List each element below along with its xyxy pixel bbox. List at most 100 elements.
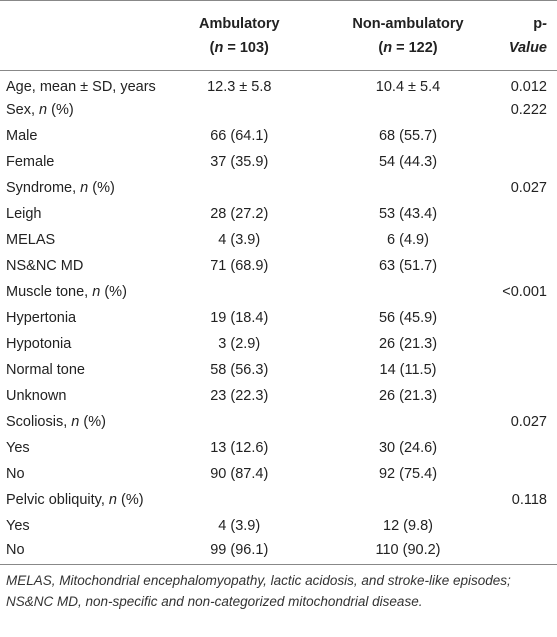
text: (%) xyxy=(88,179,115,196)
header-cell: Non-ambulatory (n = 122) xyxy=(313,0,503,71)
table-cell: No xyxy=(0,538,165,565)
table-row: Unknown 23 (22.3) 26 (21.3) xyxy=(0,383,557,409)
table-cell: Male xyxy=(0,123,165,149)
table-row: Yes 4 (3.9) 12 (9.8) xyxy=(0,513,557,539)
italic-text: n xyxy=(214,39,224,56)
table-cell: 0.222 xyxy=(510,101,547,118)
table-cell xyxy=(314,487,502,513)
table-cell: 37 (35.9) xyxy=(210,153,269,170)
table-cell: Unknown xyxy=(0,383,165,409)
table-row: Yes 13 (12.6) 30 (24.6) xyxy=(0,435,557,461)
table-cell xyxy=(502,331,557,357)
table-cell: Normal tone xyxy=(0,357,165,383)
italic-text: n xyxy=(71,413,80,430)
table-cell: Syndrome, n (%) xyxy=(0,175,165,201)
table-cell: 53 (43.4) xyxy=(378,205,438,222)
table-row: Hypotonia 3 (2.9) 26 (21.3) xyxy=(0,331,557,357)
table-cell: 12.3 ± 5.8 xyxy=(207,78,272,95)
text: Hypertonia xyxy=(6,309,77,326)
text: No xyxy=(6,465,25,482)
text: Male xyxy=(6,127,38,144)
header-title: p-Value xyxy=(502,12,547,60)
italic-text: n xyxy=(108,491,117,508)
table-cell: 0.027 xyxy=(510,413,547,430)
table-cell: 12 (9.8) xyxy=(383,517,433,534)
table-cell: Hypotonia xyxy=(0,331,165,357)
table-cell: 63 (51.7) xyxy=(378,257,438,274)
table-cell xyxy=(165,409,314,435)
text: Yes xyxy=(6,517,30,534)
table-cell: 0.118 xyxy=(511,491,547,508)
header-cell: p-Value xyxy=(502,0,557,71)
table-cell: 19 (18.4) xyxy=(210,309,269,326)
header-row: Ambulatory (n = 103) Non-ambulatory (n = 12… xyxy=(0,0,557,71)
table-cell: MELAS xyxy=(0,227,165,253)
table-cell: Yes xyxy=(0,513,165,539)
table-cell: Sex, n (%) xyxy=(0,97,165,123)
table-row: Female 37 (35.9) 54 (44.3) xyxy=(0,149,557,175)
footnote: MELAS, Mitochondrial encephalomyopathy, … xyxy=(6,573,511,609)
table-cell: 99 (96.1) xyxy=(164,538,314,565)
table-cell: Female xyxy=(0,149,165,175)
table-cell: 56 (45.9) xyxy=(378,309,438,326)
table-cell xyxy=(314,97,502,123)
table-cell xyxy=(502,357,557,383)
text: Sex, xyxy=(6,101,40,118)
text: ( xyxy=(209,39,215,56)
table-cell xyxy=(314,175,502,201)
text: = 122) xyxy=(392,39,438,56)
table-cell: 4 (3.9) xyxy=(218,231,261,248)
table-cell: 58 (56.3) xyxy=(210,361,269,378)
table-cell xyxy=(165,487,314,513)
table-row: Scoliosis, n (%) 0.027 xyxy=(0,409,557,435)
text: MELAS xyxy=(6,231,56,248)
table-cell: 4 (3.9) xyxy=(218,517,261,534)
table-cell: 66 (64.1) xyxy=(210,127,269,144)
text: (%) xyxy=(116,491,144,508)
table-cell xyxy=(502,538,557,565)
italic-text: n xyxy=(383,39,393,56)
table-cell: Leigh xyxy=(0,201,165,227)
table-cell: 3 (2.9) xyxy=(218,335,261,352)
table-cell xyxy=(165,175,314,201)
table-cell: Age, mean ± SD, years xyxy=(0,71,165,97)
table-cell: Hypertonia xyxy=(0,305,165,331)
table-cell xyxy=(502,461,557,487)
table-cell: 54 (44.3) xyxy=(378,153,438,170)
table-cell xyxy=(165,97,314,123)
header-cell: Ambulatory (n = 103) xyxy=(164,0,314,71)
header-subtitle: (n = 122) xyxy=(314,36,502,60)
table-row: NS&NC MD 71 (68.9) 63 (51.7) xyxy=(0,253,557,279)
table-row: Syndrome, n (%) 0.027 xyxy=(0,175,557,201)
table-cell: 71 (68.9) xyxy=(210,257,269,274)
table-cell: 110 (90.2) xyxy=(313,538,503,565)
table-cell: Scoliosis, n (%) xyxy=(0,409,165,435)
table-cell xyxy=(502,227,557,253)
text: Yes xyxy=(6,439,30,456)
table-cell xyxy=(314,409,502,435)
text: Female xyxy=(6,153,55,170)
table-cell: 0.027 xyxy=(510,179,547,196)
data-table: Ambulatory (n = 103) Non-ambulatory (n = 12… xyxy=(0,0,557,565)
italic-text: n xyxy=(39,101,48,118)
header-title: Non-ambulatory xyxy=(352,15,464,32)
table-cell: 26 (21.3) xyxy=(378,335,438,352)
table-row: Age, mean ± SD, years 12.3 ± 5.8 10.4 ± 5.… xyxy=(0,71,557,97)
table-cell xyxy=(502,123,557,149)
table-cell: 90 (87.4) xyxy=(210,465,269,482)
text: (%) xyxy=(79,413,106,430)
table-cell xyxy=(502,383,557,409)
table-cell xyxy=(502,305,557,331)
text: ( xyxy=(378,39,384,56)
table-row: Pelvic obliquity, n (%) 0.118 xyxy=(0,487,557,513)
table-row: No 99 (96.1) 110 (90.2) xyxy=(0,538,557,565)
header-cell xyxy=(0,0,165,71)
table-cell: 26 (21.3) xyxy=(378,387,438,404)
table-cell: No xyxy=(0,461,165,487)
italic-text: n xyxy=(92,283,101,300)
text: No xyxy=(6,541,25,558)
table-cell xyxy=(502,149,557,175)
text: Muscle tone, xyxy=(6,283,93,300)
text: Scoliosis, xyxy=(6,413,72,430)
text: p xyxy=(533,15,543,32)
